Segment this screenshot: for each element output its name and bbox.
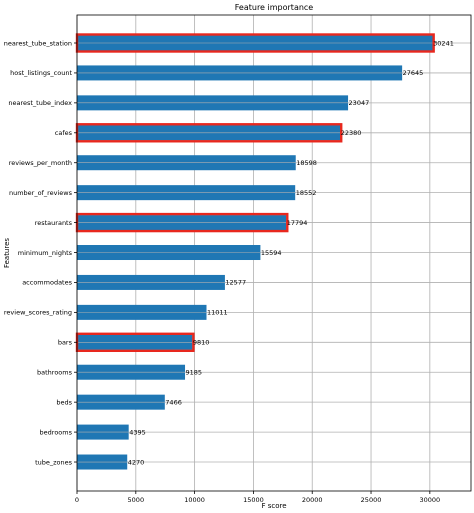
x-tick-label: 25000 [361, 496, 382, 504]
y-tick-labels: nearest_tube_station host_listings_countn… [4, 39, 77, 466]
data-label: 4270 [128, 458, 145, 466]
x-tick-labels: 0 5000 10000 15000 20000 25000 30000 [75, 491, 440, 504]
bars [75, 33, 435, 470]
y-tick-label: nearest_tube_index [8, 99, 72, 107]
value-labels: 30241 27645 23047 22380 18598 18552 17794 15594… [128, 39, 454, 466]
y-tick-label: number_of_reviews [9, 189, 73, 197]
data-label: 17794 [287, 219, 308, 227]
x-tick-label: 20000 [302, 496, 323, 504]
data-label: 30241 [433, 39, 454, 47]
y-tick-label: beds [56, 398, 72, 406]
y-tick-label: nearest_tube_station [4, 39, 72, 47]
data-label: 9810 [193, 339, 210, 347]
data-label: 7466 [165, 398, 182, 406]
data-label: 18598 [296, 159, 317, 167]
data-label: 4395 [129, 428, 146, 436]
y-tick-label: review_scores_rating [4, 309, 72, 317]
data-label: 27645 [403, 69, 424, 77]
plot-frame [76, 14, 472, 492]
y-axis-label: Features [3, 238, 11, 268]
y-tick-label: minimum_nights [18, 249, 73, 257]
y-tick-label: bathrooms [37, 369, 73, 377]
x-tick-label: 15000 [243, 496, 264, 504]
x-axis-label: F score [261, 502, 286, 510]
x-tick-label: 30000 [419, 496, 440, 504]
chart-title: Feature importance [235, 3, 314, 12]
data-label: 12577 [225, 279, 246, 287]
data-label: 23047 [349, 99, 370, 107]
y-tick-label: host_listings_count [10, 69, 72, 77]
x-tick-label: 5000 [128, 496, 145, 504]
y-tick-label: bedrooms [40, 428, 73, 436]
data-label: 11011 [207, 309, 228, 317]
y-tick-label: reviews_per_month [9, 159, 72, 167]
data-label: 15594 [261, 249, 282, 257]
y-tick-label: restaurants [35, 219, 73, 227]
y-tick-label: tube_zones [35, 458, 73, 466]
y-tick-label: cafes [55, 129, 73, 137]
y-tick-label: accommodates [22, 279, 72, 287]
data-label: 18552 [296, 189, 317, 197]
data-label: 22380 [341, 129, 362, 137]
x-tick-label: 10000 [184, 496, 205, 504]
x-tick-label: 0 [75, 496, 79, 504]
y-tick-label: bars [58, 339, 73, 347]
data-label: 9185 [186, 369, 203, 377]
